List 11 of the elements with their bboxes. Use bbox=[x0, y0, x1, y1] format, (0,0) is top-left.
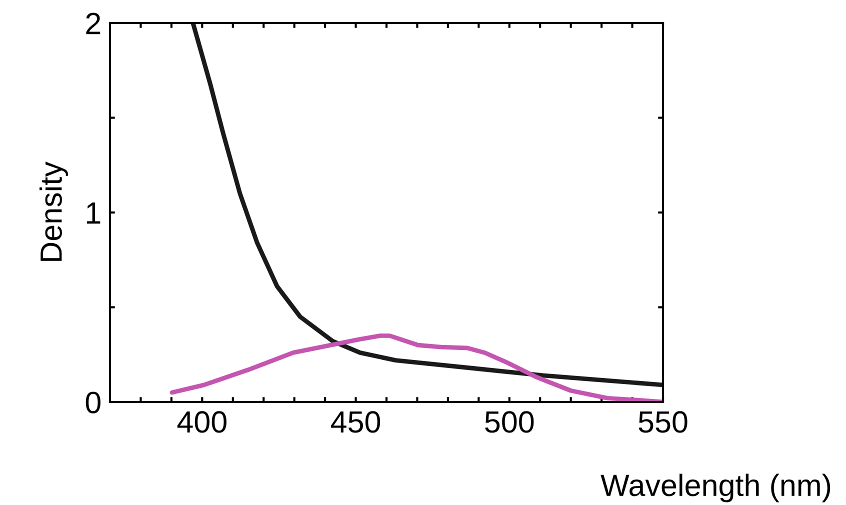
line-series bbox=[170, 333, 663, 402]
line-series bbox=[190, 23, 663, 388]
x-tick-label: 500 bbox=[485, 411, 534, 433]
x-tick-label: 450 bbox=[330, 411, 380, 433]
x-tick-label: 400 bbox=[177, 411, 226, 433]
y-tick-label: 0 bbox=[86, 392, 100, 414]
y-axis-title: Density bbox=[40, 162, 68, 261]
y-tick-label: 2 bbox=[86, 12, 100, 34]
x-tick-label: 550 bbox=[638, 411, 688, 433]
x-axis-title: Wavelength (nm) bbox=[600, 474, 830, 502]
y-tick-label: 1 bbox=[87, 202, 100, 224]
